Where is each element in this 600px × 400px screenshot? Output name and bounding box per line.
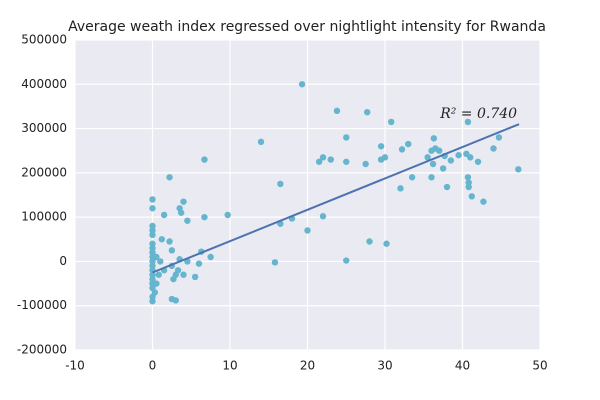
data-point: [436, 147, 443, 154]
data-point: [464, 174, 472, 181]
x-tick-label: 40: [455, 359, 470, 373]
data-point: [166, 174, 173, 181]
data-point: [149, 249, 156, 256]
data-point: [408, 174, 416, 181]
y-tick-label: 400000: [21, 77, 67, 91]
data-point: [464, 118, 472, 126]
data-point: [495, 134, 503, 141]
data-point: [397, 185, 404, 192]
data-point: [271, 259, 279, 266]
data-point: [149, 231, 156, 239]
x-tick-label: -10: [65, 359, 85, 373]
data-point: [168, 247, 176, 254]
y-tick-label: -100000: [17, 298, 67, 312]
data-point: [177, 209, 185, 216]
data-point: [319, 213, 327, 220]
data-point: [158, 236, 165, 243]
data-point: [149, 271, 156, 278]
data-point: [447, 157, 455, 164]
data-point: [428, 174, 435, 181]
x-tick-label: 20: [300, 359, 315, 373]
regression-line: [152, 123, 520, 274]
data-point: [439, 165, 447, 172]
data-point: [184, 217, 191, 224]
data-point: [377, 143, 385, 150]
data-point: [172, 297, 179, 304]
data-point: [149, 227, 156, 234]
data-point: [424, 154, 431, 161]
data-point: [383, 240, 390, 247]
data-point: [155, 271, 162, 278]
data-point: [149, 240, 156, 247]
data-point: [405, 140, 412, 148]
data-point: [153, 280, 160, 287]
data-point: [149, 275, 156, 283]
data-point: [467, 154, 474, 161]
data-point: [465, 179, 472, 186]
data-point: [381, 154, 389, 161]
data-point: [180, 198, 187, 205]
data-point: [327, 156, 334, 163]
data-point: [298, 81, 306, 88]
data-point: [157, 258, 164, 265]
data-point: [257, 138, 265, 146]
data-point: [480, 198, 487, 205]
data-point: [149, 244, 156, 252]
data-point: [149, 262, 156, 270]
data-point: [398, 146, 406, 153]
y-tick-label: -200000: [17, 343, 67, 357]
data-point: [149, 205, 156, 212]
y-tick-label: 500000: [21, 33, 67, 47]
data-point: [443, 183, 451, 191]
y-tick-label: 0: [59, 254, 67, 268]
x-tick-label: 30: [377, 359, 392, 373]
data-point: [191, 273, 199, 281]
data-point: [180, 271, 187, 278]
data-point: [207, 253, 214, 261]
y-tick-label: 300000: [21, 121, 67, 135]
data-point: [429, 160, 437, 168]
data-point: [174, 267, 182, 274]
data-point: [277, 180, 284, 188]
data-point: [149, 298, 156, 305]
data-point: [149, 196, 156, 203]
data-point: [490, 145, 497, 152]
data-point: [455, 151, 462, 159]
data-point: [304, 227, 311, 234]
data-point: [333, 107, 341, 115]
data-point: [160, 211, 168, 219]
data-point: [151, 289, 159, 296]
data-point: [149, 258, 156, 265]
data-point: [319, 154, 327, 161]
data-point: [468, 193, 475, 200]
data-point: [166, 238, 173, 245]
x-tick-label: 10: [222, 359, 237, 373]
data-point: [515, 166, 522, 173]
data-point: [474, 158, 482, 165]
annotation: R² = 0.740: [439, 106, 517, 122]
y-tick-label: 200000: [21, 165, 67, 179]
data-point: [362, 160, 369, 168]
data-point: [315, 158, 323, 165]
data-point: [363, 108, 371, 116]
data-point: [201, 156, 208, 163]
data-point: [343, 158, 350, 165]
data-point: [195, 260, 203, 267]
data-point: [388, 118, 395, 126]
data-point: [149, 222, 156, 230]
y-tick-label: 100000: [21, 210, 67, 224]
data-point: [366, 238, 373, 245]
data-point: [465, 183, 472, 191]
data-point: [153, 253, 160, 261]
data-point: [201, 213, 208, 221]
x-tick-label: 50: [532, 359, 547, 373]
chart-title: Average weath index regressed over night…: [68, 19, 546, 35]
data-point: [430, 135, 438, 142]
data-point: [224, 211, 231, 219]
data-point: [343, 257, 350, 264]
data-point: [343, 134, 350, 141]
x-tick-label: 0: [149, 359, 157, 373]
